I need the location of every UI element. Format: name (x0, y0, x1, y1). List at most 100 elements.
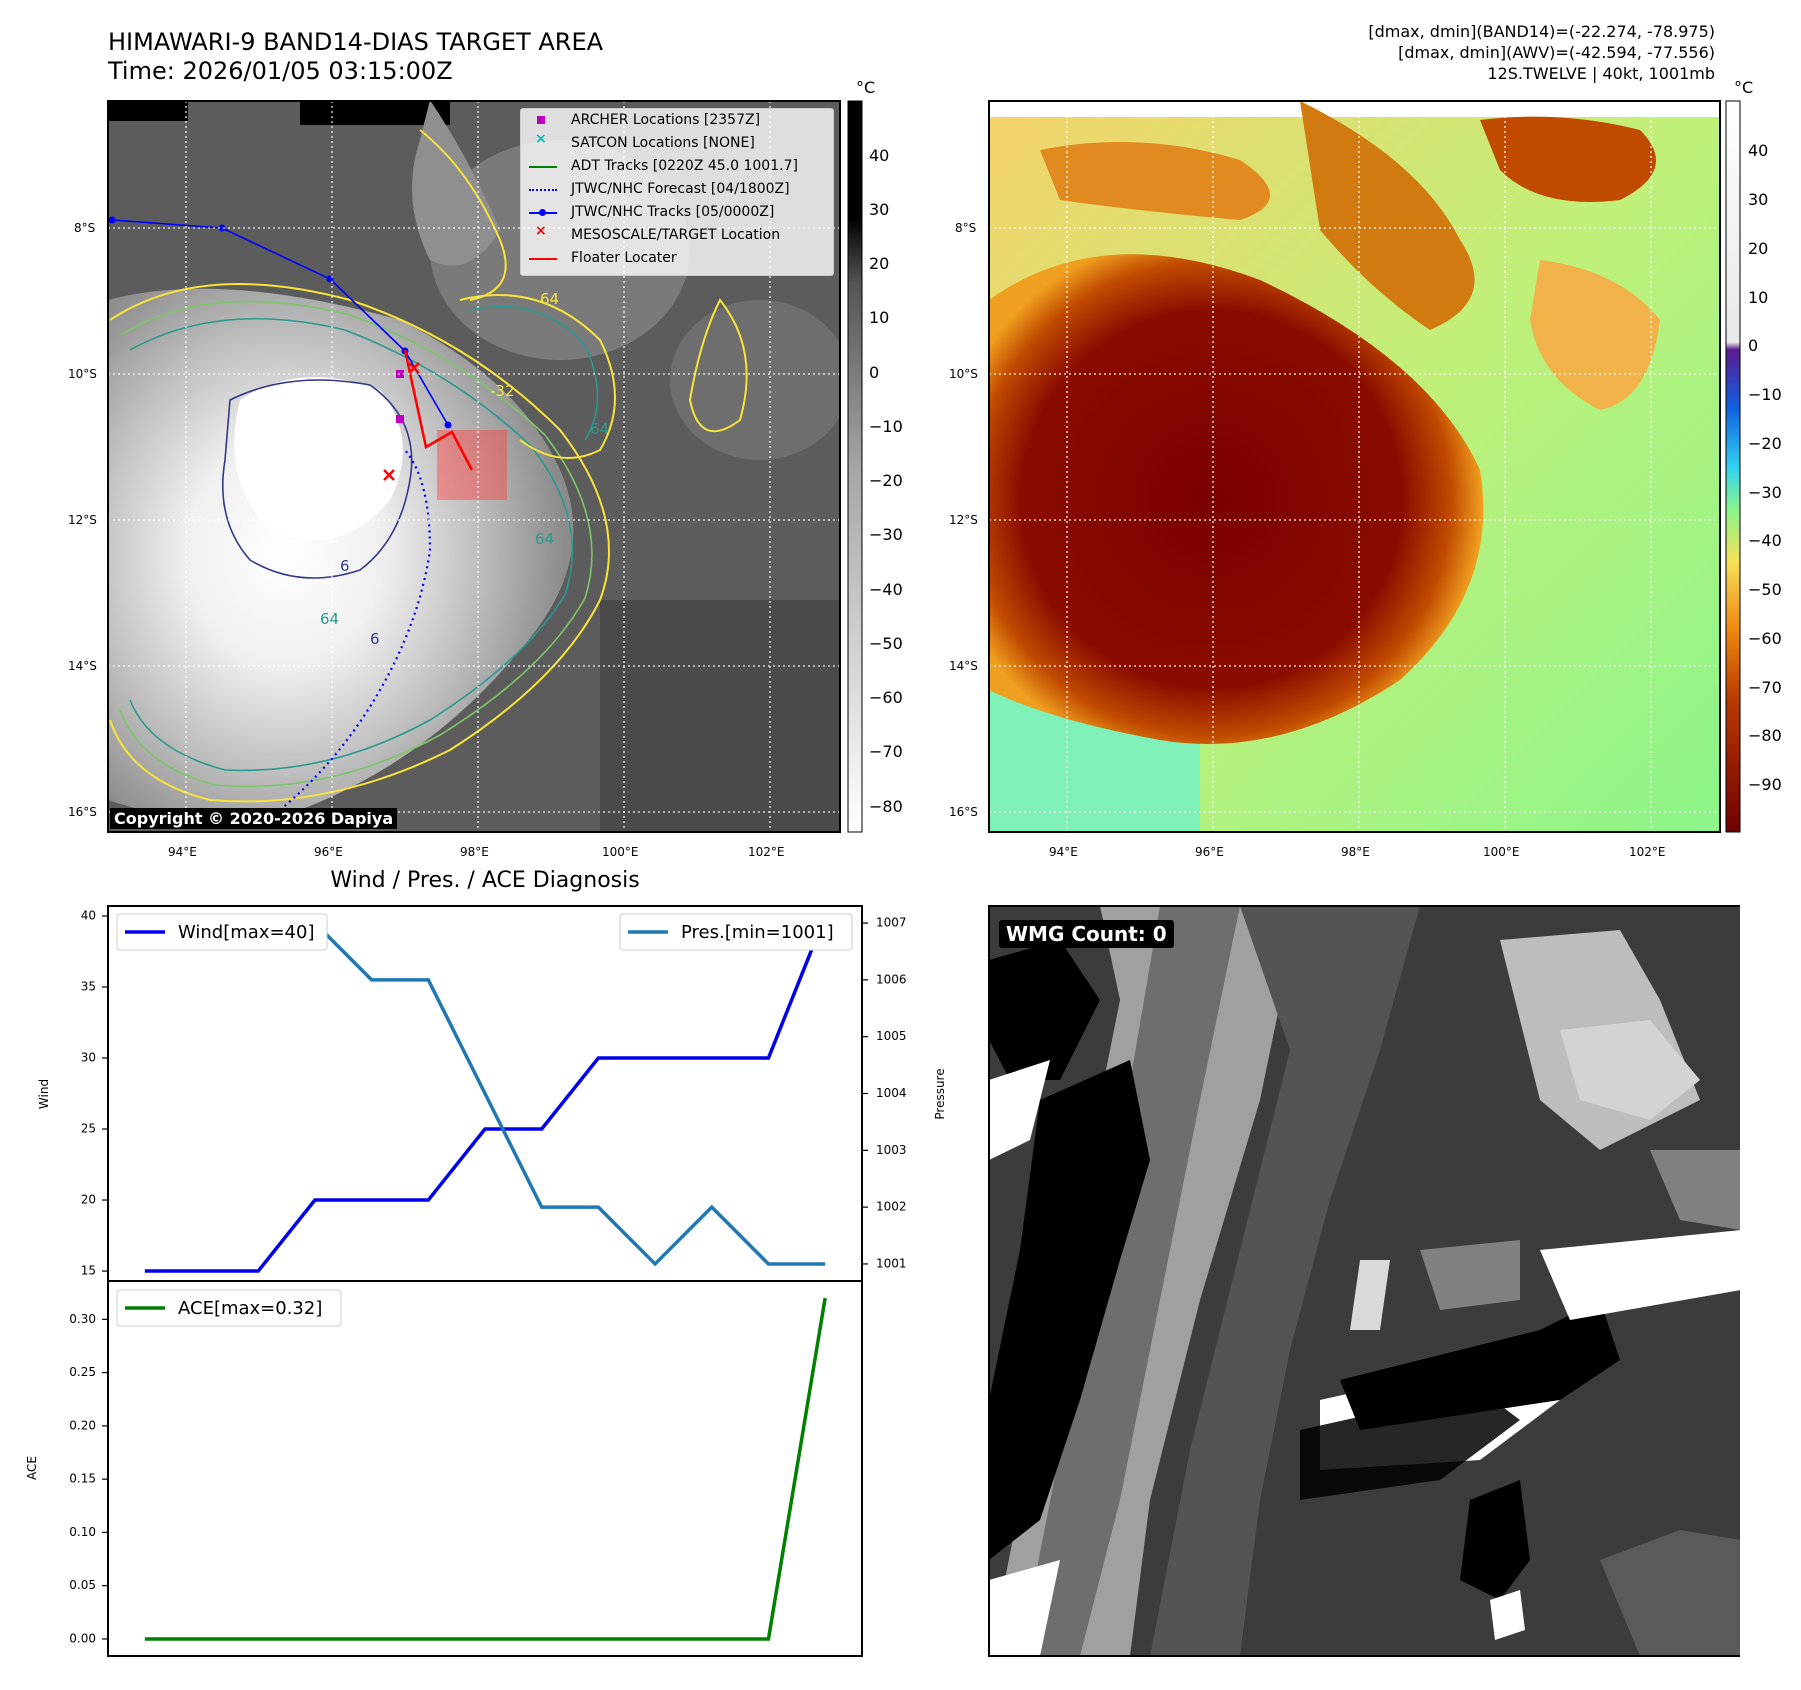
tick-label: 35 (81, 979, 96, 993)
colorbar-tick: −50 (1748, 580, 1782, 599)
tick-label: 30 (81, 1050, 96, 1064)
colorbar-tick: 0 (869, 363, 880, 382)
pressure-legend: Pres.[min=1001] (619, 913, 853, 951)
legend-entry: Pres.[min=1001] (681, 922, 834, 943)
x-tick-label: 94°E (168, 845, 197, 859)
contour-label: -32 (490, 382, 515, 400)
tick-label: 1003 (876, 1143, 907, 1157)
info-storm: 12S.TWELVE | 40kt, 1001mb (1487, 64, 1715, 83)
tick-label: 0.10 (69, 1525, 96, 1539)
y-tick-label: 14°S (949, 659, 978, 673)
colorbar-tick: −90 (1748, 775, 1782, 794)
ir-colorbar-unit: °C (856, 78, 876, 97)
legend-entry: ARCHER Locations [2357Z] (571, 112, 761, 128)
colorbar-tick: −10 (869, 417, 903, 436)
contour-label: 6 (370, 630, 380, 648)
legend-x-icon: × (535, 131, 547, 147)
awv-map-panel (988, 100, 1741, 833)
tick-label: 1006 (876, 972, 907, 986)
legend-entry: MESOSCALE/TARGET Location (571, 227, 781, 243)
y-tick-label: 10°S (949, 367, 978, 381)
colorbar-tick: 20 (869, 254, 890, 273)
x-tick-label: 100°E (1483, 845, 1520, 859)
ace-legend: ACE[max=0.32] (116, 1289, 342, 1327)
awv-colorbar-unit: °C (1734, 78, 1754, 97)
x-tick-label: 102°E (1629, 845, 1666, 859)
y-tick-label: 8°S (955, 221, 977, 235)
colorbar-tick: 20 (1748, 239, 1769, 258)
x-tick-label: 96°E (1195, 845, 1224, 859)
legend-entry: SATCON Locations [NONE] (571, 135, 755, 151)
tick-label: 15 (81, 1264, 96, 1278)
legend-dot-icon (539, 209, 546, 216)
contour-label: 64 (320, 610, 340, 628)
legend-entry: JTWC/NHC Tracks [05/0000Z] (571, 204, 775, 220)
colorbar-tick: 10 (1748, 288, 1769, 307)
legend-entry: ADT Tracks [0220Z 45.0 1001.7] (571, 158, 798, 174)
chart-title: Wind / Pres. / ACE Diagnosis (330, 868, 639, 893)
legend-line-icon (529, 258, 557, 260)
colorbar-tick: −50 (869, 634, 903, 653)
awv-imagery (989, 101, 1720, 832)
colorbar-tick: −60 (869, 688, 903, 707)
pressure-series-line (144, 921, 826, 1267)
legend-entry: Wind[max=40] (178, 922, 315, 943)
colorbar-tick: −60 (1748, 629, 1782, 648)
x-tick-label: 98°E (460, 845, 489, 859)
x-tick-label: 94°E (1049, 845, 1078, 859)
tick-label: 20 (81, 1193, 96, 1207)
tick-label: 40 (81, 908, 96, 922)
ir-colorbar (847, 100, 863, 833)
colorbar-tick: 0 (1748, 336, 1759, 355)
legend-entry: Floater Locater (571, 250, 677, 266)
legend-entry: ACE[max=0.32] (178, 1298, 322, 1319)
contour-label: 64 (590, 420, 610, 438)
wind-ylabel: Wind (37, 1079, 51, 1109)
y-tick-label: 16°S (68, 805, 97, 819)
tick-label: 0.25 (69, 1365, 96, 1379)
tick-label: 0.15 (69, 1472, 96, 1486)
colorbar-tick: −40 (869, 580, 903, 599)
wmg-count-label: WMG Count: 0 (999, 920, 1174, 948)
wmg-panel (988, 905, 1740, 1657)
awv-colorbar (1725, 100, 1741, 833)
colorbar-tick: 30 (869, 200, 890, 219)
tick-label: 1002 (876, 1200, 907, 1214)
legend-dotted-icon (529, 189, 557, 191)
x-tick-label: 102°E (748, 845, 785, 859)
colorbar-tick: 10 (869, 308, 890, 327)
wind-series-line (144, 915, 827, 1273)
ace-series-line (144, 1297, 827, 1641)
tick-label: 0.05 (69, 1578, 96, 1592)
y-tick-label: 16°S (949, 805, 978, 819)
ir-title-line1: HIMAWARI-9 BAND14-DIAS TARGET AREA (108, 28, 604, 56)
x-tick-label: 96°E (314, 845, 343, 859)
info-awv: [dmax, dmin](AWV)=(-42.594, -77.556) (1398, 43, 1715, 62)
y-tick-label: 8°S (74, 221, 96, 235)
diagnosis-chart: Wind / Pres. / ACE Diagnosis Wind Pressu… (25, 868, 947, 1657)
contour-label: 64 (540, 290, 560, 308)
tick-label: 1005 (876, 1029, 907, 1043)
y-tick-label: 10°S (68, 367, 97, 381)
colorbar-tick: 40 (869, 146, 890, 165)
ace-ylabel: ACE (25, 1456, 39, 1480)
legend-square-icon (537, 116, 545, 124)
pressure-ylabel: Pressure (933, 1068, 947, 1119)
y-tick-label: 12°S (949, 513, 978, 527)
contour-label: 6 (340, 557, 350, 575)
legend-entry: JTWC/NHC Forecast [04/1800Z] (571, 181, 790, 197)
tick-label: 0.20 (69, 1418, 96, 1432)
tick-label: 25 (81, 1122, 96, 1136)
tick-label: 1007 (876, 916, 907, 930)
colorbar-tick: −80 (1748, 726, 1782, 745)
tick-label: 0.30 (69, 1312, 96, 1326)
colorbar-tick: −10 (1748, 385, 1782, 404)
wmg-imagery (989, 906, 1740, 1656)
ace-axes (107, 1280, 863, 1657)
colorbar-tick: −40 (1748, 531, 1782, 550)
colorbar-tick: −70 (869, 742, 903, 761)
y-tick-label: 12°S (68, 513, 97, 527)
x-tick-label: 98°E (1341, 845, 1370, 859)
colorbar-tick: −20 (1748, 434, 1782, 453)
tick-label: 1001 (876, 1256, 907, 1270)
